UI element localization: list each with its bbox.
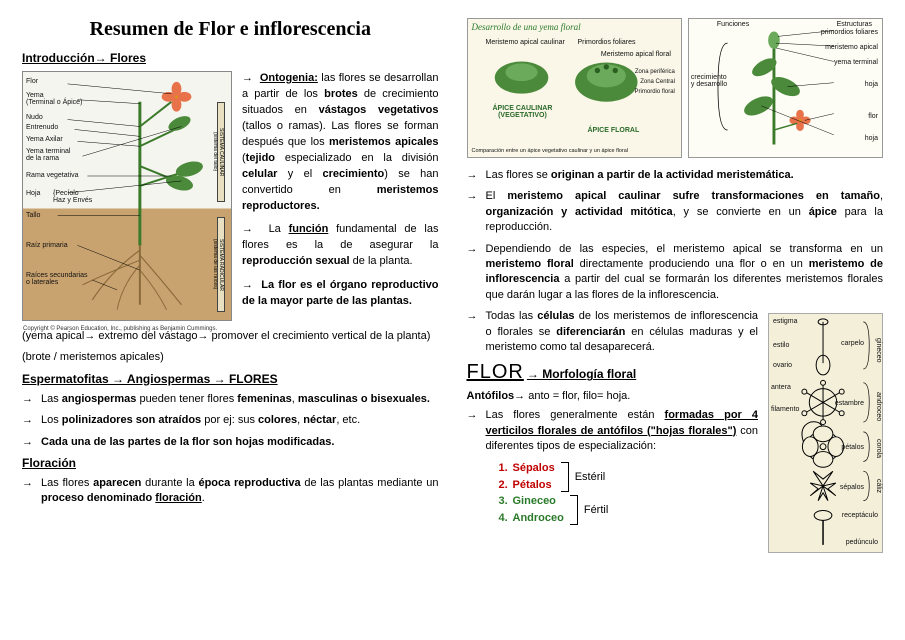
morfo-heading: → Morfología floral	[527, 367, 636, 381]
fp-corola: corola	[875, 439, 882, 458]
plant-diagram: Flor Yema (Terminal o Ápice) Nudo Entren…	[22, 71, 232, 321]
label-sistema-caulinar: SISTEMA CAULINAR (sistema del tallo)	[217, 102, 225, 202]
right-b2: →El meristemo apical caulinar sufre tran…	[467, 189, 884, 235]
antofilos-b1: →Las flores generalmente están formadas …	[467, 408, 759, 454]
right-b3: →Dependiendo de las especies, el meriste…	[467, 242, 884, 304]
fp-carpelo: carpelo	[841, 340, 864, 347]
lbl-zona-central: Zona Central	[640, 79, 675, 85]
label-peciolo: Pecíolo	[55, 190, 78, 197]
label-esteril: Estéril	[575, 469, 606, 486]
label-fertil: Fértil	[584, 502, 608, 519]
fp-sepalos: sépalos	[840, 484, 864, 491]
lbl-footnote: Comparación entre un ápice vegetativo ca…	[472, 149, 629, 155]
intro-p1: las flores se desarrollan a partir de lo…	[242, 72, 439, 212]
fp-filamento: filamento	[771, 406, 799, 413]
fp-antera: antera	[771, 384, 791, 391]
fp-androceo: androceo	[875, 392, 882, 421]
label-yema-axilar: Yema Axilar	[26, 136, 63, 143]
lbl-hoja: hoja	[865, 81, 878, 88]
label-yema-terminal: Yema terminal de la rama	[26, 148, 71, 163]
lbl-hoja2: hoja	[865, 135, 878, 142]
lbl-estructuras: Estructuras	[837, 21, 872, 28]
floracion-b1: →Las flores aparecen durante la época re…	[22, 476, 439, 507]
fp-estambre: estambre	[835, 400, 864, 407]
whorl-sepalos: Sépalos	[513, 460, 555, 477]
intro-row: Flor Yema (Terminal o Ápice) Nudo Entren…	[22, 71, 439, 321]
yema-panels: Desarrollo de una yema floral Meristemo …	[467, 18, 884, 158]
lbl-yema-term: yema terminal	[834, 59, 878, 66]
page: Resumen de Flor e inflorescencia Introdu…	[22, 18, 883, 553]
fp-caliz: cáliz	[875, 479, 882, 493]
label-sistema-radicular: SISTEMA RADICULAR (sistema de las raíces…	[217, 217, 225, 312]
page-title: Resumen de Flor e inflorescencia	[22, 18, 439, 41]
lbl-meristemo-apical: Meristemo apical caulinar	[486, 39, 565, 46]
label-raices-sec: Raíces secundarias o laterales	[26, 272, 87, 287]
flor-heading-row: FLOR → Morfología floral	[467, 361, 759, 384]
lbl-primordios: Primordios foliares	[578, 39, 636, 46]
intro-text: → Ontogenia: las flores se desarrollan a…	[242, 71, 439, 321]
label-yema: Yema (Terminal o Ápice)	[26, 92, 82, 107]
whorl-gineceo: Gineceo	[513, 493, 556, 510]
whorl-petalos: Pétalos	[513, 477, 552, 494]
lbl-apice-caulinar: ÁPICE CAULINAR (VEGETATIVO)	[493, 105, 553, 120]
esperm-b1: →Las angiospermas pueden tener flores fe…	[22, 392, 439, 407]
label-flor: Flor	[26, 78, 38, 85]
fp-ovario: ovario	[773, 362, 792, 369]
fp-receptaculo: receptáculo	[842, 512, 878, 519]
label-raiz-primaria: Raíz primaria	[26, 242, 68, 249]
label-entrenudo: Entrenudo	[26, 124, 58, 131]
notes: (yema apical→ extremo del vástago→ promo…	[22, 329, 439, 366]
lbl-flor-r: flor	[868, 113, 878, 120]
lbl-apice-floral: ÁPICE FLORAL	[588, 127, 640, 134]
fp-estilo: estilo	[773, 342, 789, 349]
ontogenia-label: Ontogenia:	[260, 72, 318, 84]
label-hoja: Hoja	[26, 190, 40, 197]
note-brote: (brote / meristemos apicales)	[22, 350, 439, 365]
bracket-esteril-icon	[561, 462, 569, 492]
lbl-zona-perif: Zona periférica	[635, 69, 675, 75]
right-body-row: →Todas las células de los meristemos de …	[467, 309, 884, 553]
fp-gineceo: gineceo	[875, 338, 882, 363]
fp-petalos: pétalos	[841, 444, 864, 451]
fp-estigma: estigma	[773, 318, 798, 325]
intro-p3: La flor es el órgano reproductivo de la …	[242, 279, 438, 307]
lbl-crecimiento: crecimiento y desarrollo	[691, 74, 727, 89]
esperm-b2: → Los polinizadores son atraídos por ej:…	[22, 413, 439, 428]
flor-heading: FLOR	[467, 361, 524, 383]
lbl-prim-fol: primordios foliares	[821, 29, 878, 36]
fp-pedunculo: pedúnculo	[846, 539, 878, 546]
lbl-funciones: Funciones	[717, 21, 749, 28]
whorls-list: 1.Sépalos 2.Pétalos Estéril 3.Gineceo 4.…	[499, 460, 759, 526]
label-nudo: Nudo	[26, 114, 43, 121]
flower-parts-diagram: estigma estilo ovario carpelo gineceo an…	[768, 313, 883, 553]
yema-panel-right: Funciones Estructuras crecimiento y desa…	[688, 18, 883, 158]
floracion-heading: Floración	[22, 456, 439, 470]
label-tallo: Tallo	[26, 212, 40, 219]
espermatofitas-heading: Espermatofitas → Angiospermas → FLORES	[22, 372, 439, 386]
whorl-androceo: Androceo	[513, 510, 564, 527]
bracket-fertil-icon	[570, 495, 578, 525]
esperm-b3: →Cada una de las partes de la flor son h…	[22, 435, 439, 450]
antofilos-def: Antófilos→ anto = flor, filo= hoja.	[467, 390, 759, 402]
intro-p2: La función fundamental de las flores es …	[242, 223, 439, 267]
lbl-meristemo-floral: Meristemo apical floral	[601, 51, 671, 58]
lbl-primordio-floral: Primordio floral	[635, 89, 675, 95]
right-b4: →Todas las células de los meristemos de …	[467, 309, 759, 355]
copyright: Copyright © Pearson Education, Inc., pub…	[23, 326, 217, 332]
label-rama: Rama vegetativa	[26, 172, 79, 179]
right-column: Desarrollo de una yema floral Meristemo …	[467, 18, 884, 553]
intro-heading: Introducción→ Flores	[22, 51, 439, 65]
lbl-mer-apical: meristemo apical	[825, 44, 878, 51]
left-column: Resumen de Flor e inflorescencia Introdu…	[22, 18, 439, 553]
label-haz-enves: Haz y Envés	[53, 197, 92, 204]
yema-panel-left: Desarrollo de una yema floral Meristemo …	[467, 18, 682, 158]
right-b1: →Las flores se originan a partir de la a…	[467, 168, 884, 183]
right-main: →Todas las células de los meristemos de …	[467, 309, 759, 553]
